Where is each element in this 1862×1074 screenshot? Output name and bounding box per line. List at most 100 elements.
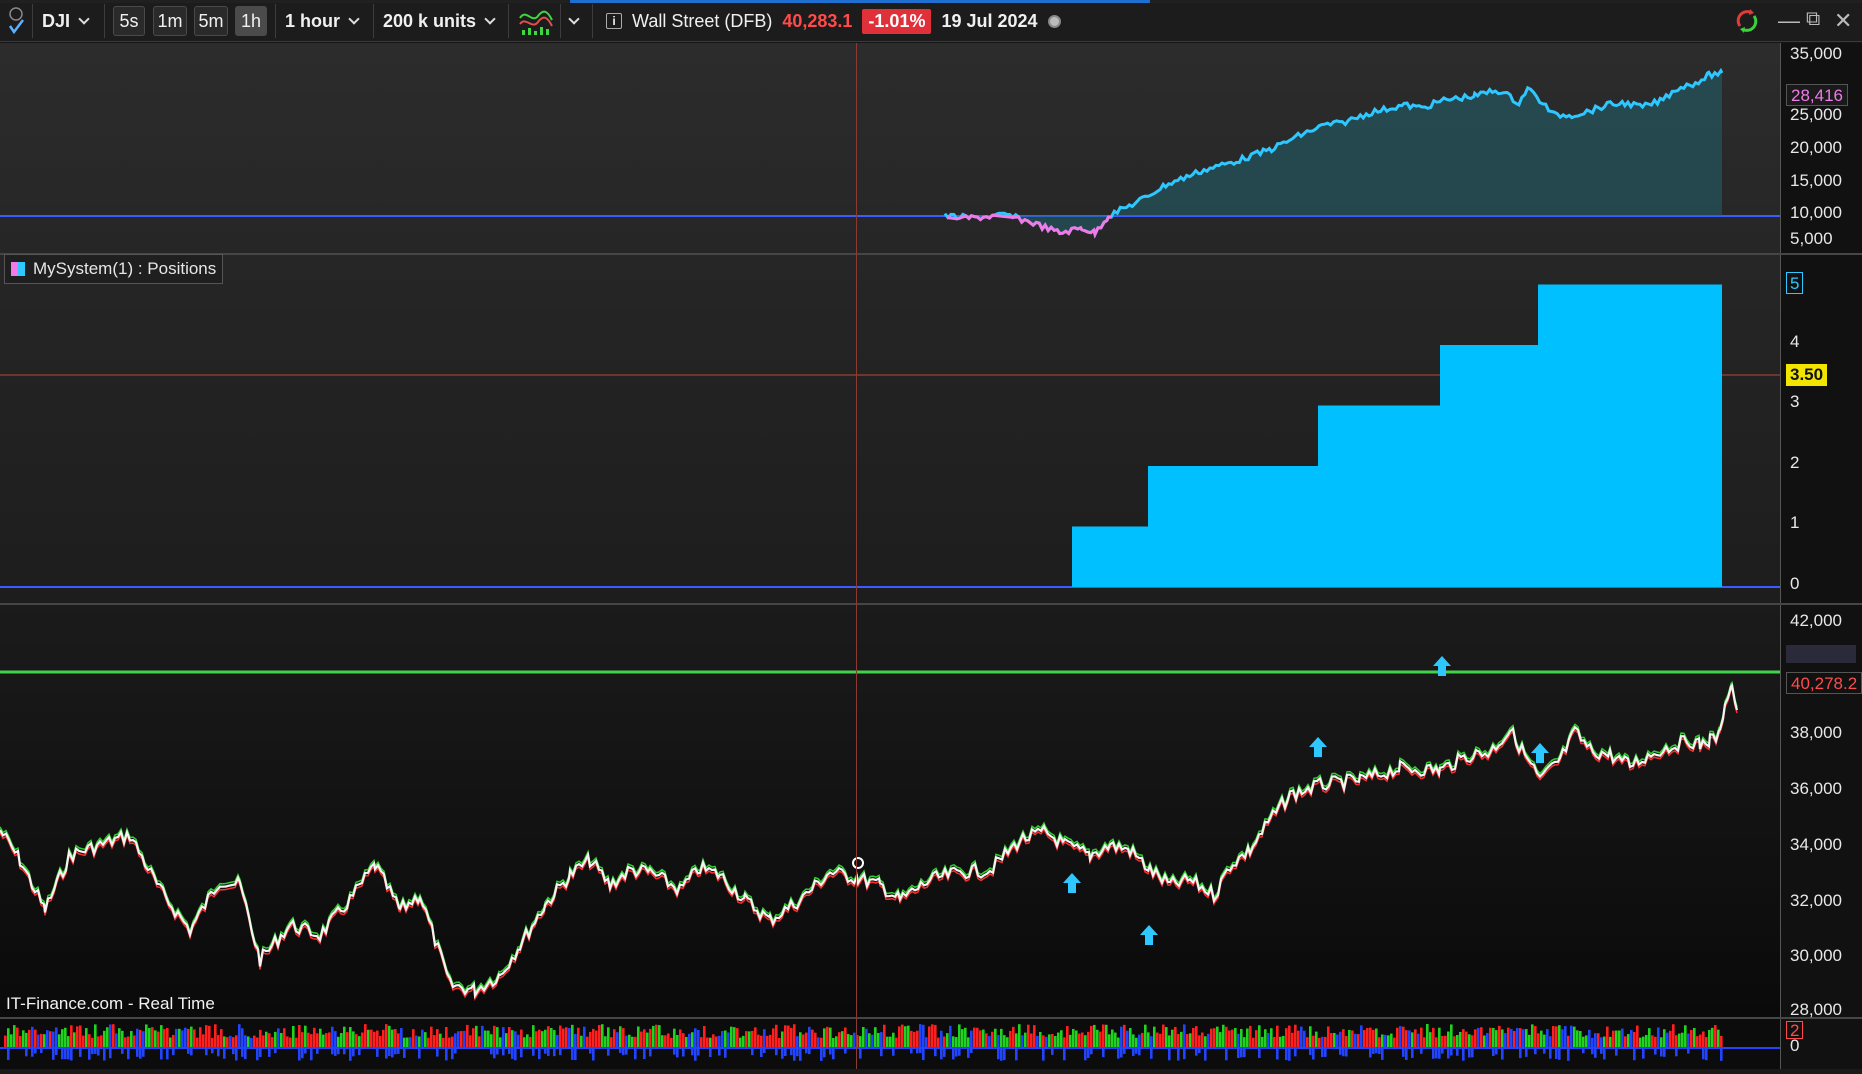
volume-bar [574,1049,577,1061]
volume-bar [238,1024,241,1048]
volume-bar [814,1032,817,1048]
volume-bar [274,1049,277,1054]
volume-bar [376,1030,379,1048]
volume-chart [0,1024,1780,1061]
volume-bar [67,1049,70,1060]
panel-divider[interactable] [0,253,1862,255]
data-source-label: IT-Finance.com - Real Time [6,994,215,1013]
minimize-icon[interactable]: — [1778,8,1800,33]
volume-bar [793,1049,796,1061]
volume-bar [1615,1049,1618,1056]
panel-divider[interactable] [0,603,1862,605]
volume-bar [1420,1049,1423,1054]
volume-bar [823,1028,826,1048]
volume-bar [145,1024,148,1048]
volume-bar [1543,1049,1546,1054]
volume-bar [496,1049,499,1055]
equity-panel[interactable] [0,43,1780,253]
volume-bar [958,1024,961,1048]
volume-bar [1648,1028,1651,1048]
panel-divider[interactable] [0,1017,1862,1019]
timeframe-5s-button[interactable]: 5s [113,6,145,36]
volume-bar [1489,1027,1492,1048]
volume-bar [1405,1030,1408,1048]
volume-bar [1042,1035,1045,1048]
volume-bar [34,1029,37,1048]
volume-bar [1357,1034,1360,1048]
timeframe-1h-button[interactable]: 1h [235,6,267,36]
volume-bar [532,1049,535,1056]
volume-bar [1381,1034,1384,1048]
refresh-arrows-icon[interactable] [1732,6,1762,36]
timeframe-1m-button[interactable]: 1m [153,6,187,36]
volume-bar [103,1030,106,1048]
volume-bar [199,1027,202,1048]
symbol-selector[interactable]: DJI [42,6,90,36]
price-panel[interactable] [0,605,1780,1017]
equity-axis[interactable] [1780,43,1862,253]
volume-bar [1123,1049,1126,1054]
volume-bar [1162,1024,1165,1048]
volume-bar [538,1049,541,1060]
volume-bar [241,1028,244,1048]
volume-bar [559,1025,562,1048]
volume-bar [7,1049,10,1061]
volume-bar [1339,1031,1342,1048]
volume-bar [724,1049,727,1058]
volume-bar [796,1049,799,1057]
interval-selector[interactable]: 1 hour [285,6,360,36]
volume-bar [1603,1049,1606,1060]
restore-icon[interactable]: ⧉ [1806,8,1821,30]
volume-bar [694,1049,697,1061]
volume-bar [175,1028,178,1048]
volume-bar [121,1049,124,1054]
volume-bar [1378,1049,1381,1054]
toolbar-accent [0,0,1862,3]
volume-bar [1012,1026,1015,1048]
volume-bar [250,1037,253,1048]
volume-bar [1630,1029,1633,1048]
volume-bar [1354,1033,1357,1048]
volume-bar [667,1033,670,1048]
close-icon[interactable]: ✕ [1834,8,1853,33]
volume-bar [1417,1033,1420,1048]
volume-bar [934,1049,937,1057]
volume-bar [349,1027,352,1048]
equity-drawdown-line [947,213,1112,239]
time-axis-strip[interactable] [0,1069,1862,1074]
positions-legend[interactable]: MySystem(1) : Positions [4,254,224,284]
volume-bar [733,1027,736,1048]
volume-bar [811,1029,814,1048]
volume-bar [1507,1027,1510,1048]
buy-arrow-icon [1433,656,1451,676]
volume-bar [1696,1036,1699,1048]
tool-menu-icon[interactable] [6,6,30,36]
volume-bar [874,1027,877,1048]
chart-type-dropdown[interactable] [566,6,580,36]
volume-bar [790,1049,793,1056]
volume-bar [1183,1049,1186,1060]
volume-bar [1615,1030,1618,1048]
volume-bar [634,1049,637,1060]
volume-bar [751,1049,754,1056]
volume-bar [622,1028,625,1048]
timeframe-5m-button[interactable]: 5m [194,6,228,36]
equity-tick: 10,000 [1790,203,1842,222]
equity-current-label: 28,416 [1786,84,1848,106]
positions-axis[interactable] [1780,255,1862,603]
volume-bar [1381,1049,1384,1060]
volume-bar [1177,1033,1180,1048]
volume-bar [757,1034,760,1048]
volume-bar [478,1036,481,1048]
volume-bar [421,1029,424,1048]
volume-bar [1339,1049,1342,1055]
volume-bar [1534,1026,1537,1048]
chart-type-icon[interactable] [518,6,556,36]
volume-bar [580,1035,583,1048]
info-icon[interactable]: i [606,13,622,29]
units-selector[interactable]: 200 k units [383,6,496,36]
volume-bar [535,1031,538,1048]
volume-bar [337,1049,340,1055]
volume-bar [1651,1035,1654,1048]
volume-bar [1594,1049,1597,1058]
